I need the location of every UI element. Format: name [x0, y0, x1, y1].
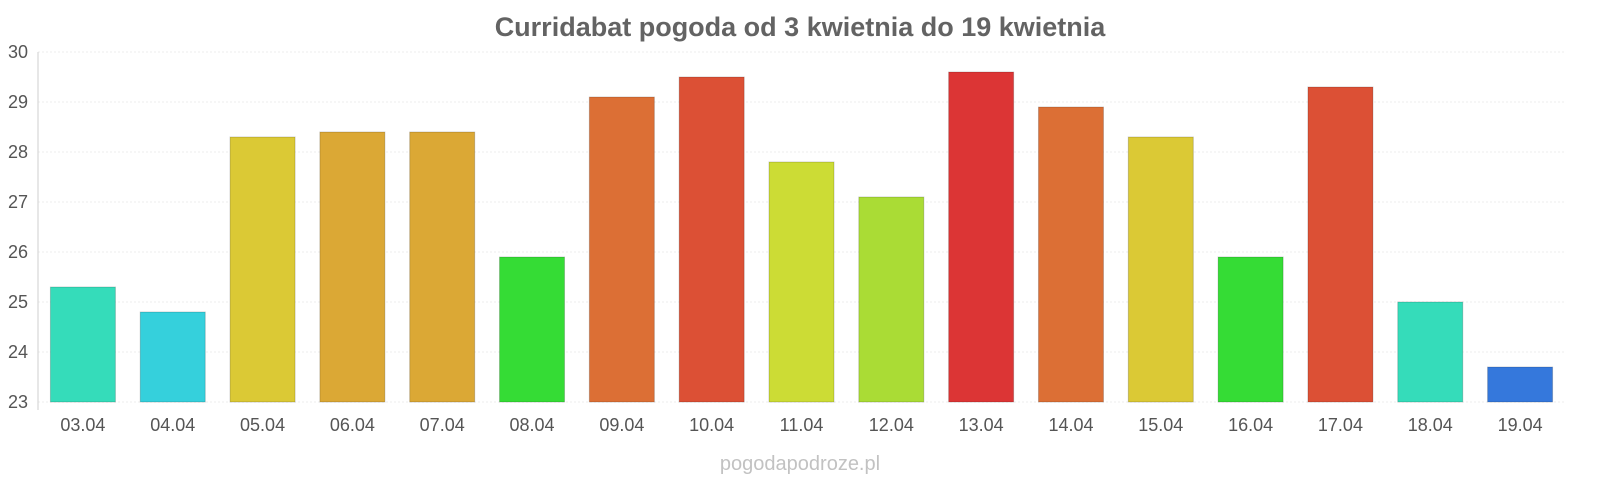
y-tick-label: 26 [8, 242, 28, 262]
bar-18.04 [1397, 301, 1464, 403]
bar-10.04 [678, 76, 745, 403]
x-tick-label: 06.04 [330, 415, 375, 435]
bar-15.04 [1127, 136, 1194, 403]
x-tick-label: 07.04 [420, 415, 465, 435]
y-tick-label: 25 [8, 292, 28, 312]
x-tick-label: 08.04 [510, 415, 555, 435]
y-tick-label: 24 [8, 342, 28, 362]
chart-title: Curridabat pogoda od 3 kwietnia do 19 kw… [495, 12, 1107, 42]
x-tick-label: 10.04 [689, 415, 734, 435]
x-tick-label: 04.04 [150, 415, 195, 435]
bar-16.04 [1217, 256, 1284, 403]
bar-11.04 [768, 161, 835, 403]
x-tick-label: 03.04 [60, 415, 105, 435]
bar-07.04 [409, 131, 476, 403]
x-tick-label: 05.04 [240, 415, 285, 435]
x-tick-label: 17.04 [1318, 415, 1363, 435]
bar-12.04 [858, 196, 925, 403]
x-tick-label: 13.04 [959, 415, 1004, 435]
bar-05.04 [229, 136, 296, 403]
y-tick-label: 28 [8, 142, 28, 162]
watermark: pogodapodroze.pl [720, 453, 880, 475]
y-axis-ticks: 23 24 25 26 27 28 29 30 [8, 42, 28, 412]
bar-03.04 [49, 286, 116, 403]
y-tick-label: 30 [8, 42, 28, 62]
x-tick-label: 12.04 [869, 415, 914, 435]
x-tick-label: 19.04 [1498, 415, 1543, 435]
x-tick-label: 15.04 [1138, 415, 1183, 435]
x-tick-label: 14.04 [1048, 415, 1093, 435]
bar-09.04 [588, 96, 655, 403]
bar-08.04 [499, 256, 566, 403]
bar-06.04 [319, 131, 386, 403]
y-tick-label: 23 [8, 392, 28, 412]
x-tick-label: 16.04 [1228, 415, 1273, 435]
x-tick-label: 18.04 [1408, 415, 1453, 435]
x-axis-ticks: 03.04 04.04 05.04 06.04 07.04 08.04 09.04 10.04… [60, 415, 1542, 435]
y-tick-label: 27 [8, 192, 28, 212]
y-tick-label: 29 [8, 92, 28, 112]
bar-19.04 [1487, 366, 1554, 403]
bar-04.04 [139, 311, 206, 403]
bars [49, 71, 1554, 403]
bar-17.04 [1307, 86, 1374, 403]
bar-14.04 [1037, 106, 1104, 403]
x-tick-label: 09.04 [599, 415, 644, 435]
x-tick-label: 11.04 [780, 415, 824, 435]
bar-13.04 [948, 71, 1015, 403]
